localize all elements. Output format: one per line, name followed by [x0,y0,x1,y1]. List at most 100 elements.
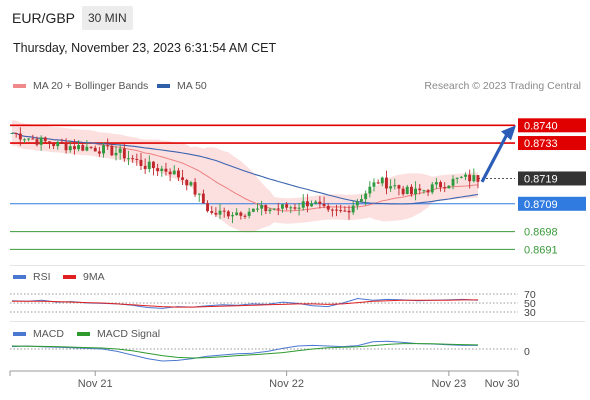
timeframe-badge[interactable]: 30 MIN [82,6,133,30]
candle-body [43,137,47,142]
candle-body [160,168,164,171]
candle-body [318,201,322,204]
research-credit: Research © 2023 Trading Central [424,80,581,92]
candle-body [143,165,147,170]
candle-body [97,151,101,154]
rsi-tick-label: 50 [524,298,536,310]
candle-body [281,204,284,209]
legend-macd-swatch [13,332,26,336]
legend-ma50-swatch [157,84,170,88]
projection-arrow [480,133,509,183]
candle-body [372,182,376,187]
legend-ma50: MA 50 [157,80,207,92]
candle-body [418,188,422,191]
candle-body [18,133,22,140]
level-label-0.8733: 0.8733 [524,138,558,150]
candle-body [439,182,442,188]
rsi-tick-label: 30 [524,307,536,319]
candle-body [122,148,126,159]
legend-rsi: RSI [13,271,51,283]
candle-body [214,212,218,215]
candle-body [35,139,39,145]
panel-divider [10,265,585,266]
candle-body [73,146,76,150]
candle-body [139,159,143,166]
x-tick-label: Nov 30 [485,378,520,390]
level-label-box [518,118,586,133]
candle-body [256,208,259,210]
macd-series-macd-signal [11,343,479,359]
macd-tick-label: 0 [524,346,530,358]
candle-body [181,177,184,180]
candle-body [210,211,214,213]
candle-body [347,210,351,213]
candle-body [251,208,255,212]
candle-body [306,201,309,207]
candle-body [156,168,160,172]
candle-body [264,205,268,212]
candle-body [177,170,180,178]
candle-body [89,146,93,148]
candle-body [135,159,139,160]
candle-body [189,182,193,186]
legend-9ma-label: 9MA [83,271,105,283]
level-label-0.8698: 0.8698 [524,227,558,239]
legend-ma20: MA 20 + Bollinger Bands [13,80,148,92]
candle-body [397,185,401,189]
candle-body [14,133,18,134]
candle-body [426,190,430,193]
legend-macd: MACD [13,328,64,340]
candle-body [339,210,343,212]
level-label-0.8691: 0.8691 [524,244,558,256]
candle-body [272,208,276,210]
level-label-box [518,171,586,186]
candle-body [27,138,31,140]
candle-body [226,211,230,217]
candle-body [476,175,480,182]
ma50-line [11,132,479,205]
candle-body [64,144,68,151]
candle-body [468,174,472,182]
candle-body [443,187,447,189]
candle-body [355,201,359,206]
candle-body [405,186,409,194]
chart-timestamp: Thursday, November 23, 2023 6:31:54 AM C… [13,41,277,55]
candle-body [414,188,417,195]
candle-body [131,158,135,160]
candle-body [185,180,189,186]
candle-body [455,177,459,179]
candle-body [168,171,172,175]
candle-body [93,147,97,152]
candle-body [147,161,151,170]
candle-body [172,170,176,175]
candle-body [451,178,455,186]
candle-body [10,133,14,134]
candle-body [430,184,434,193]
legend-ma20-swatch [13,84,26,88]
candle-body [351,205,355,213]
candle-body [231,215,234,217]
candle-body [434,182,438,185]
legend-9ma: 9MA [63,271,105,283]
x-tick-label: Nov 23 [431,378,466,390]
level-label-0.8709: 0.8709 [524,199,558,211]
projection-arrow-head [501,125,516,141]
candle-body [235,212,239,216]
candle-body [81,145,85,151]
candle-body [247,211,251,216]
level-label-0.8719: 0.8719 [524,173,558,185]
candle-body [68,146,72,151]
candle-body [222,210,226,212]
candle-body [330,209,334,211]
candle-body [343,210,347,212]
panel-divider [10,321,585,322]
candle-body [127,158,130,160]
candle-body [243,215,247,217]
legend-9ma-swatch [63,275,76,279]
candle-body [102,145,105,154]
candle-body [376,182,380,184]
candle-body [77,145,80,150]
candle-body [39,137,43,145]
candle-body [410,186,413,195]
